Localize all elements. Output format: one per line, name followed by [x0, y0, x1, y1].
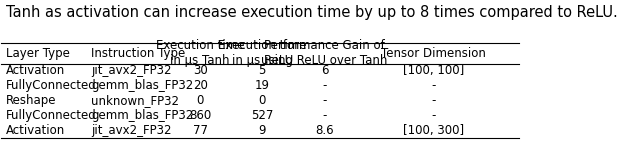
- Text: 527: 527: [251, 109, 273, 122]
- Text: FullyConnected: FullyConnected: [6, 79, 97, 92]
- Text: -: -: [322, 94, 326, 107]
- Text: 6: 6: [321, 64, 328, 77]
- Text: 30: 30: [193, 64, 207, 77]
- Text: -: -: [431, 109, 435, 122]
- Text: Performance Gain of
using ReLU over Tanh: Performance Gain of using ReLU over Tanh: [261, 39, 388, 67]
- Text: Reshape: Reshape: [6, 94, 56, 107]
- Text: gemm_blas_FP32: gemm_blas_FP32: [92, 109, 193, 122]
- Text: [100, 100]: [100, 100]: [403, 64, 464, 77]
- Text: FullyConnected: FullyConnected: [6, 109, 97, 122]
- Text: Layer Type: Layer Type: [6, 47, 70, 60]
- Text: 0: 0: [196, 94, 204, 107]
- Text: 19: 19: [255, 79, 269, 92]
- Text: -: -: [322, 79, 326, 92]
- Text: gemm_blas_FP32: gemm_blas_FP32: [92, 79, 193, 92]
- Text: 8.6: 8.6: [315, 124, 333, 137]
- Text: 77: 77: [193, 124, 207, 137]
- Text: -: -: [322, 109, 326, 122]
- Text: -: -: [431, 94, 435, 107]
- Text: Activation: Activation: [6, 64, 65, 77]
- Text: 20: 20: [193, 79, 207, 92]
- Text: Execution time
in μs ReLU: Execution time in μs ReLU: [218, 39, 307, 67]
- Text: 9: 9: [259, 124, 266, 137]
- Text: -: -: [431, 79, 435, 92]
- Text: jit_avx2_FP32: jit_avx2_FP32: [92, 124, 172, 137]
- Text: unknown_FP32: unknown_FP32: [92, 94, 179, 107]
- Text: Execution time
in μs Tanh: Execution time in μs Tanh: [156, 39, 244, 67]
- Text: Tensor Dimension: Tensor Dimension: [381, 47, 486, 60]
- Text: [100, 300]: [100, 300]: [403, 124, 464, 137]
- Text: 5: 5: [259, 64, 266, 77]
- Text: 860: 860: [189, 109, 211, 122]
- Text: 0: 0: [259, 94, 266, 107]
- Text: Activation: Activation: [6, 124, 65, 137]
- Text: Tanh as activation can increase execution time by up to 8 times compared to ReLU: Tanh as activation can increase executio…: [6, 5, 618, 20]
- Text: jit_avx2_FP32: jit_avx2_FP32: [92, 64, 172, 77]
- Text: Instruction Type: Instruction Type: [92, 47, 186, 60]
